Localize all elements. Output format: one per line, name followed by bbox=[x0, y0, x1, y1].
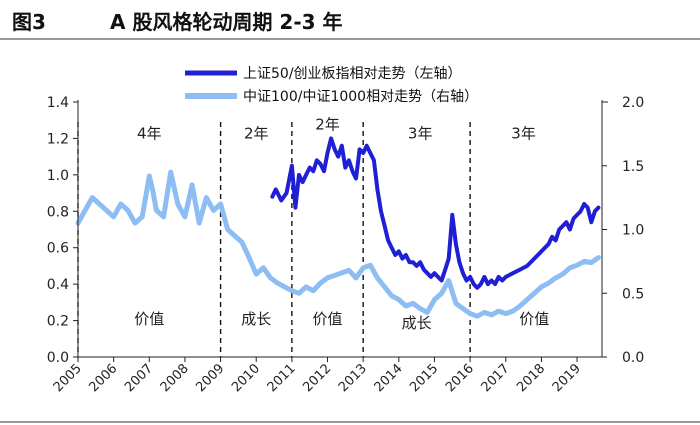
x-tick-label: 2005 bbox=[51, 361, 85, 395]
x-tick-label: 2006 bbox=[86, 361, 120, 395]
annotation-label: 3年 bbox=[408, 124, 433, 142]
annotation-label: 3年 bbox=[511, 124, 536, 142]
header-rule bbox=[0, 38, 700, 40]
x-tick-label: 2010 bbox=[229, 361, 263, 395]
y-left-tick-label: 1.2 bbox=[47, 131, 69, 147]
series-line-csi100-csi1000 bbox=[75, 169, 601, 319]
x-tick-label: 2011 bbox=[265, 361, 299, 395]
y-right-tick-label: 1.5 bbox=[622, 159, 644, 175]
annotation-label: 2年 bbox=[315, 115, 340, 133]
annotation-label: 2年 bbox=[244, 124, 269, 142]
annotation-label: 价值 bbox=[134, 310, 164, 328]
x-tick-label: 2007 bbox=[122, 361, 156, 395]
x-tick-label: 2014 bbox=[372, 361, 406, 395]
annotation-label: 4年 bbox=[137, 124, 162, 142]
annotation-label: 价值 bbox=[519, 310, 549, 328]
figure-title: A 股风格轮动周期 2-3 年 bbox=[110, 10, 343, 34]
y-right-tick-label: 2.0 bbox=[622, 95, 644, 111]
annotation-label: 成长 bbox=[241, 310, 271, 328]
x-tick-label: 2016 bbox=[443, 361, 477, 395]
y-right-tick-label: 1.0 bbox=[622, 223, 644, 239]
x-tick-label: 2008 bbox=[158, 361, 192, 395]
footer-rule bbox=[0, 421, 700, 423]
series-line-sz50-chinext bbox=[270, 136, 601, 290]
x-tick-label: 2012 bbox=[300, 361, 334, 395]
y-right-tick-label: 0.0 bbox=[622, 350, 644, 366]
y-left-tick-label: 0.4 bbox=[47, 277, 69, 293]
x-tick-label: 2015 bbox=[407, 361, 441, 395]
legend-label-right: 中证100/中证1000相对走势（右轴） bbox=[243, 89, 478, 105]
x-tick-label: 2019 bbox=[550, 361, 584, 395]
y-left-tick-label: 0.0 bbox=[47, 350, 69, 366]
x-tick-label: 2017 bbox=[479, 361, 513, 395]
x-tick-label: 2018 bbox=[514, 361, 548, 395]
annotation-label: 价值 bbox=[313, 310, 343, 328]
x-tick-label: 2013 bbox=[336, 361, 370, 395]
x-tick-label: 2009 bbox=[193, 361, 227, 395]
figure-number: 图3 bbox=[12, 10, 46, 34]
y-left-tick-label: 0.2 bbox=[47, 314, 69, 330]
annotation-label: 成长 bbox=[402, 314, 432, 332]
y-left-tick-label: 1.4 bbox=[47, 95, 69, 111]
y-left-tick-label: 0.8 bbox=[47, 204, 69, 220]
legend: 上证50/创业板指相对走势（左轴） 中证100/中证1000相对走势（右轴） bbox=[185, 66, 478, 105]
legend-label-left: 上证50/创业板指相对走势（左轴） bbox=[243, 66, 462, 82]
y-left-tick-label: 1.0 bbox=[47, 168, 69, 184]
y-left-tick-label: 0.6 bbox=[47, 241, 69, 257]
figure-header: 图3 A 股风格轮动周期 2-3 年 bbox=[0, 0, 700, 40]
series-lines bbox=[75, 136, 601, 319]
y-right-tick-label: 0.5 bbox=[622, 286, 644, 302]
